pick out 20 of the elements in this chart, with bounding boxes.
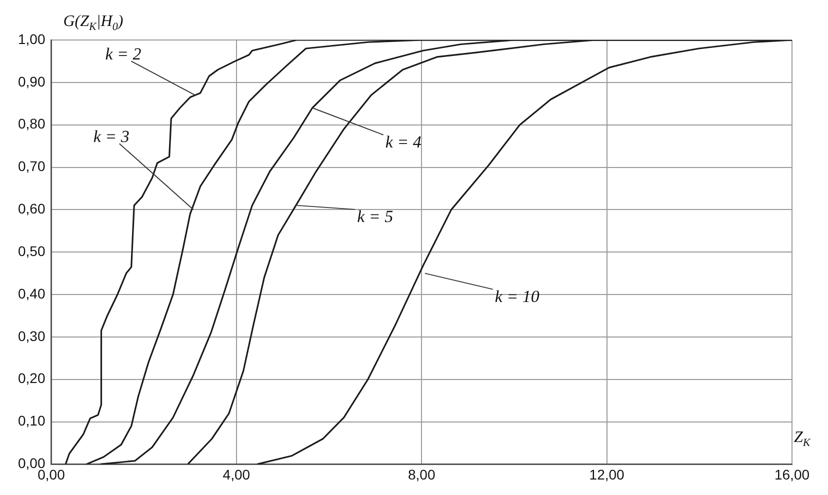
x-tick-label: 12,00 xyxy=(589,466,625,482)
annotation: k = 2 xyxy=(105,44,142,64)
annotation: k = 3 xyxy=(93,127,130,146)
y-tick-label: 0,10 xyxy=(18,412,46,429)
y-tick-label: 0,90 xyxy=(18,73,46,90)
y-tick-label: 0,20 xyxy=(18,370,46,386)
x-tick-label: 8,00 xyxy=(408,466,436,482)
annotation: k = 4 xyxy=(385,132,422,152)
y-tick-label: 0,50 xyxy=(18,242,46,259)
x-tick-label: 4,00 xyxy=(222,466,250,482)
y-tick-label: 0,70 xyxy=(18,158,46,174)
annotation: k = 5 xyxy=(357,206,394,226)
y-tick-label: 1,00 xyxy=(18,30,46,47)
y-tick-label: 0,00 xyxy=(18,455,46,472)
y-tick-label: 0,80 xyxy=(18,116,46,132)
x-tick-label: 16,00 xyxy=(774,466,810,482)
y-tick-label: 0,30 xyxy=(18,328,46,344)
y-tick-label: 0,60 xyxy=(18,200,46,217)
y-tick-label: 0,40 xyxy=(18,285,46,302)
annotation: k = 10 xyxy=(494,286,540,306)
